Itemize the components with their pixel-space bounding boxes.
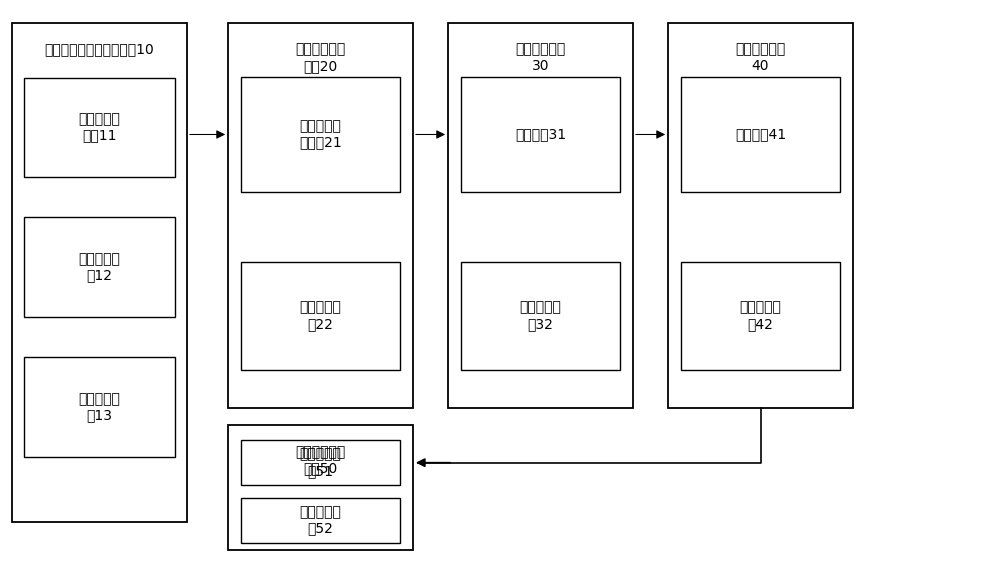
Bar: [448, 23, 633, 408]
Text: 第一判断模
均13: 第一判断模 均13: [79, 392, 120, 422]
Text: 压差降低模
均12: 压差降低模 均12: [79, 252, 120, 282]
Text: 第三判断模
均32: 第三判断模 均32: [520, 301, 561, 331]
Bar: [228, 23, 413, 408]
Text: 密封升压试验
装罐20: 密封升压试验 装罐20: [295, 43, 346, 73]
Bar: [12, 23, 187, 522]
Bar: [24, 78, 175, 177]
Bar: [241, 77, 400, 192]
Bar: [668, 23, 853, 408]
Bar: [461, 262, 620, 370]
Text: 第二判断模
均22: 第二判断模 均22: [300, 301, 341, 331]
Bar: [24, 357, 175, 457]
Bar: [228, 425, 413, 550]
Text: 降压模均31: 降压模均31: [515, 128, 566, 142]
Text: 密封升压设
置模块21: 密封升压设 置模块21: [299, 120, 342, 150]
Text: 密封拆卸检查
装罐50: 密封拆卸检查 装罐50: [295, 445, 346, 475]
Text: 断电拆卸模
均51: 断电拆卸模 均51: [300, 447, 341, 478]
Text: 升压模均41: 升压模均41: [735, 128, 786, 142]
Bar: [241, 440, 400, 485]
Text: 升压试验装罐
40: 升压试验装罐 40: [735, 43, 786, 73]
Text: 初始値设置
模块11: 初始値设置 模块11: [79, 112, 120, 142]
Bar: [24, 217, 175, 317]
Text: 降压试验装罐
30: 降压试验装罐 30: [515, 43, 566, 73]
Bar: [681, 77, 840, 192]
Text: 第四判断模
均42: 第四判断模 均42: [740, 301, 781, 331]
Bar: [461, 77, 620, 192]
Bar: [241, 262, 400, 370]
Text: 第五判断模
均52: 第五判断模 均52: [300, 505, 341, 535]
Text: 静压下降压盘动试验装罐10: 静压下降压盘动试验装罐10: [45, 43, 154, 57]
Bar: [681, 262, 840, 370]
Bar: [241, 498, 400, 543]
